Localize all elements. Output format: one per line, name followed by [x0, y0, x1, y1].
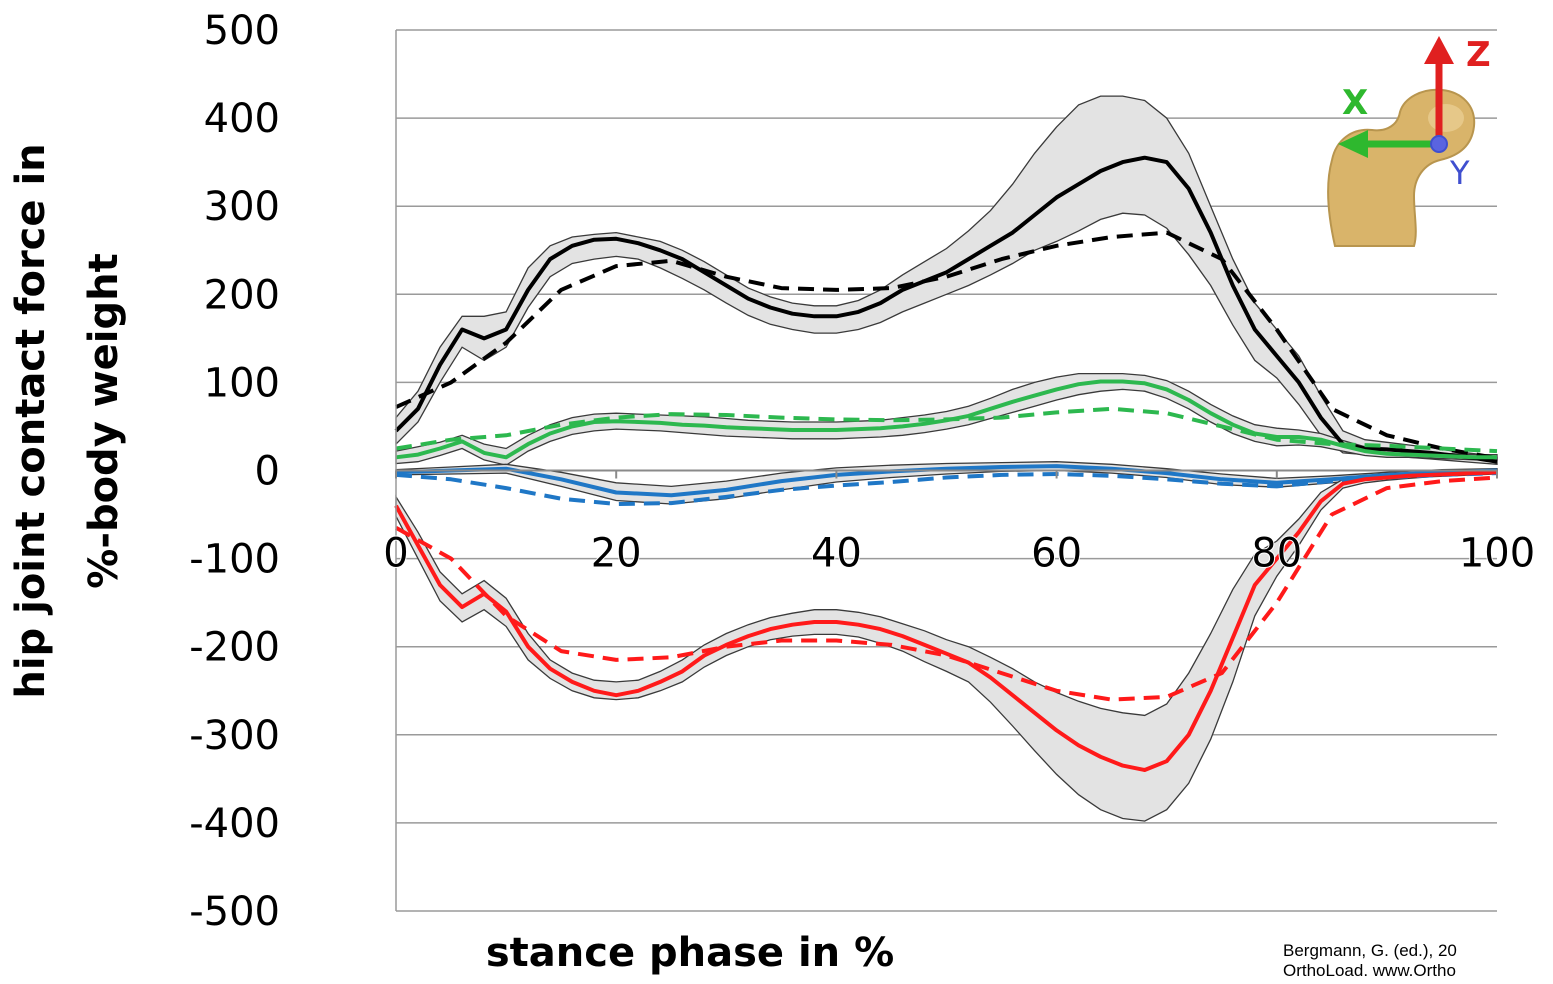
x-arrowhead-icon	[1338, 130, 1368, 158]
y-tick-labels: 500 400 300 200 100 0 -100 -200 -300 -400 -500	[189, 8, 280, 935]
y-tick-label-500: 500	[204, 8, 280, 54]
y-axis-label: Y	[1449, 154, 1470, 192]
y-tick-label--200: -200	[189, 625, 280, 671]
x-tick-label-80: 80	[1251, 531, 1302, 577]
y-tick-label--100: -100	[189, 537, 280, 583]
femur-head-highlight	[1428, 104, 1464, 132]
y-tick-label--500: -500	[189, 889, 280, 935]
series-0-line	[394, 155, 1498, 464]
y-tick-label-0: 0	[255, 449, 280, 495]
series-4-line	[395, 464, 1498, 498]
y-tick-label-100: 100	[204, 360, 280, 406]
axes	[395, 30, 1498, 911]
series-1-line	[395, 230, 1498, 461]
x-tick-label-40: 40	[811, 531, 862, 577]
y-tick-label--300: -300	[189, 713, 280, 759]
source-line-2: OrthoLoad. www.Ortho	[1283, 961, 1456, 980]
series-lines	[394, 155, 1498, 772]
y-tick-label-300: 300	[204, 184, 280, 230]
femur-axis-inset: Z X Y	[1327, 35, 1491, 247]
series-3-line	[395, 406, 1498, 454]
x-axis-label: X	[1342, 83, 1368, 123]
series-5-line	[395, 471, 1498, 506]
y-axis-title-line-1: hip joint contact force in	[8, 143, 54, 699]
series-7-line	[395, 475, 1498, 702]
y-tick-label-200: 200	[204, 272, 280, 318]
y-tick-label-400: 400	[204, 96, 280, 142]
x-tick-label-0: 0	[383, 531, 408, 577]
y-tick-label--400: -400	[189, 801, 280, 847]
x-axis-title: stance phase in %	[485, 930, 895, 976]
series-0-std-band	[395, 95, 1498, 466]
y-axis-dot-icon	[1430, 135, 1448, 153]
x-tick-label-60: 60	[1031, 531, 1082, 577]
source-line-1: Bergmann, G. (ed.), 20	[1283, 941, 1457, 960]
source-citation: Bergmann, G. (ed.), 20 OrthoLoad. www.Or…	[1283, 941, 1553, 984]
x-tick-label-100: 100	[1459, 531, 1535, 577]
y-axis-title-line-2: %-body weight	[81, 253, 127, 589]
series-6-line	[394, 470, 1498, 772]
z-axis-label: Z	[1466, 35, 1491, 75]
x-tick-labels: 0 20 40 60 80 100	[382, 530, 1536, 578]
z-arrowhead-icon	[1424, 36, 1454, 64]
x-tick-label-20: 20	[591, 531, 642, 577]
